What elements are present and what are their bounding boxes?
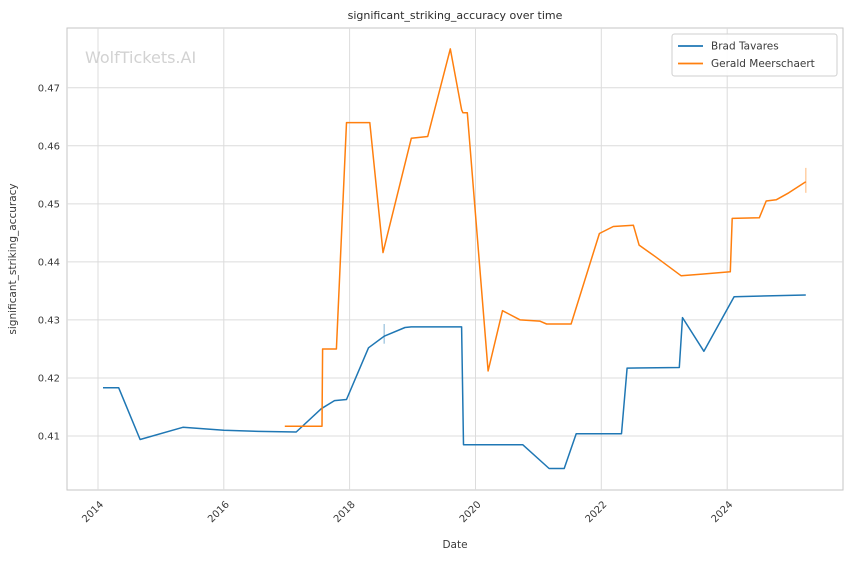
legend-item-gerald-meerschaert: Gerald Meerschaert [678,58,815,70]
series-layer [103,48,807,470]
legend-box [671,33,838,77]
x-tick-label: 2022 [584,499,610,525]
x-tick-label: 2018 [332,499,358,525]
grid-layer [67,28,843,490]
watermark-text: WolfTickets.AI [85,48,196,67]
series-line-gerald-meerschaert [284,48,807,427]
x-axis-label: Date [442,539,467,551]
legend-label: Brad Tavares [711,41,779,53]
legend-label: Gerald Meerschaert [711,58,815,70]
plot-area [66,27,844,491]
x-tick-label: 2014 [80,499,106,525]
x-tick-label: 2020 [458,499,484,525]
y-tick-label: 0.47 [38,83,60,94]
y-tick-label: 0.41 [38,432,60,443]
errorbar-layer [383,167,807,344]
y-tick-label: 0.45 [38,199,60,210]
legend: Brad Tavares Gerald Meerschaert [671,33,838,77]
y-tick-label: 0.43 [38,315,60,326]
y-tick-label: 0.46 [38,141,60,152]
x-tick-label: 2024 [710,499,736,525]
x-tick-label: 2016 [206,499,232,525]
y-axis-label: significant_striking_accuracy [7,183,19,334]
y-tick-label: 0.44 [38,257,60,268]
series-line-brad-tavares [103,294,806,470]
chart-title: significant_striking_accuracy over time [348,9,563,22]
legend-item-brad-tavares: Brad Tavares [678,41,779,53]
y-tick-label: 0.42 [38,374,60,385]
